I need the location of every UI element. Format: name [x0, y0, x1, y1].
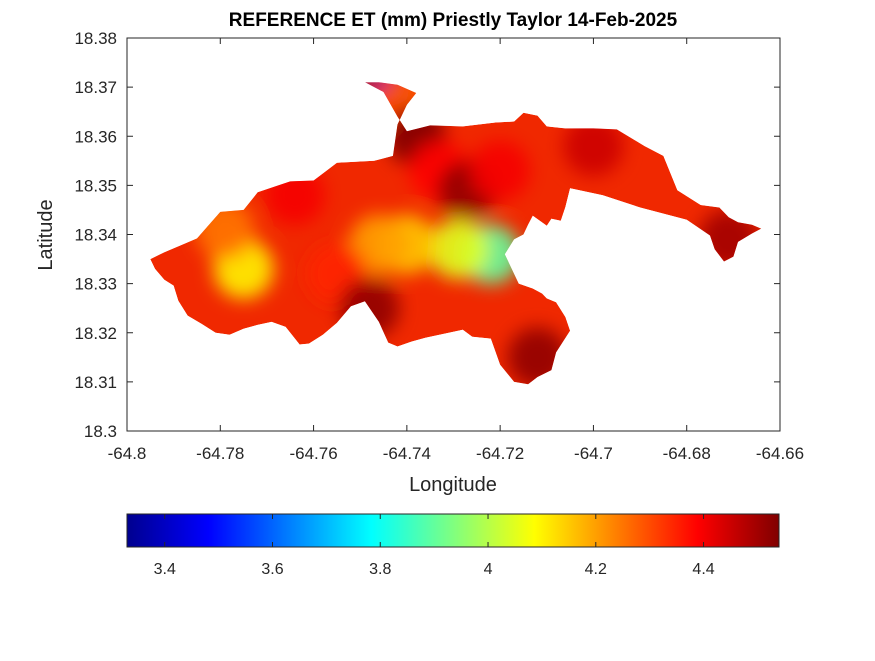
- y-tick-label: 18.35: [74, 176, 117, 195]
- y-tick-label: 18.36: [74, 127, 117, 146]
- x-axis: -64.8 -64.78 -64.76 -64.74 -64.72 -64.7 -64.68…: [108, 38, 804, 463]
- y-axis-label: Latitude: [35, 199, 57, 270]
- y-tick-label: 18.3: [84, 422, 117, 441]
- x-tick-label: -64.72: [476, 444, 524, 463]
- colorbar-tick-label: 3.4: [154, 561, 176, 578]
- colorbar-tick-label: 4.2: [585, 561, 607, 578]
- x-tick-label: -64.76: [289, 444, 337, 463]
- x-tick-label: -64.68: [663, 444, 711, 463]
- x-axis-label: Longitude: [409, 474, 497, 496]
- et-value-point-11: [428, 219, 489, 280]
- y-tick-label: 18.32: [74, 324, 117, 343]
- colorbar-ticks: 3.4 3.6 3.8 4 4.2 4.4: [154, 514, 715, 578]
- colorbar-tick-label: 3.6: [261, 561, 283, 578]
- x-tick-label: -64.78: [196, 444, 244, 463]
- x-tick-label: -64.74: [383, 444, 431, 463]
- y-axis: 18.3 18.31 18.32 18.33 18.34 18.35 18.36 18.37 1…: [74, 29, 780, 441]
- colorbar: 3.4 3.6 3.8 4 4.2 4.4: [126, 513, 780, 578]
- y-tick-label: 18.34: [74, 226, 117, 245]
- colorbar-tick-label: 4.4: [692, 561, 714, 578]
- et-value-point-13: [348, 214, 409, 275]
- y-tick-label: 18.33: [74, 275, 117, 294]
- et-value-point-9: [470, 140, 531, 201]
- et-value-point-21: [563, 116, 624, 177]
- colorbar-gradient: [126, 513, 780, 548]
- x-tick-label: -64.7: [574, 444, 613, 463]
- y-tick-label: 18.31: [74, 373, 117, 392]
- colorbar-tick-label: 4: [484, 561, 493, 578]
- colorbar-tick-label: 3.8: [369, 561, 391, 578]
- chart-title: REFERENCE ET (mm) Priestly Taylor 14-Feb…: [229, 10, 678, 31]
- y-tick-label: 18.38: [74, 29, 117, 48]
- y-tick-label: 18.37: [74, 78, 117, 97]
- x-tick-label: -64.8: [108, 444, 147, 463]
- x-tick-label: -64.66: [756, 444, 804, 463]
